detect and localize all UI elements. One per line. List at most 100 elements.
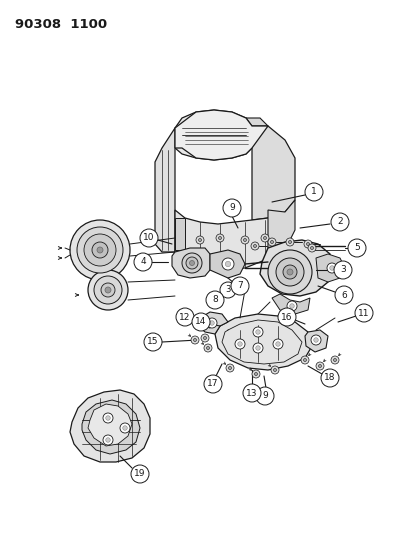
Circle shape — [182, 253, 202, 273]
Text: 13: 13 — [246, 389, 257, 398]
Circle shape — [221, 258, 233, 270]
Circle shape — [204, 344, 211, 352]
Text: 10: 10 — [143, 233, 154, 243]
Circle shape — [304, 183, 322, 201]
Circle shape — [237, 342, 242, 346]
Circle shape — [250, 242, 259, 250]
Circle shape — [219, 282, 235, 298]
Circle shape — [230, 277, 248, 295]
Polygon shape — [252, 126, 294, 220]
Circle shape — [267, 250, 311, 294]
Circle shape — [92, 242, 108, 258]
Circle shape — [277, 308, 295, 326]
Circle shape — [243, 238, 246, 241]
Circle shape — [203, 336, 206, 340]
Text: 5: 5 — [353, 244, 359, 253]
Circle shape — [176, 308, 194, 326]
Circle shape — [97, 247, 103, 253]
Circle shape — [193, 338, 196, 342]
Polygon shape — [209, 250, 244, 278]
Circle shape — [303, 359, 306, 361]
Circle shape — [122, 426, 127, 430]
Circle shape — [270, 240, 273, 244]
Text: 12: 12 — [179, 312, 190, 321]
Text: 15: 15 — [147, 337, 158, 346]
Text: 6: 6 — [340, 290, 346, 300]
Circle shape — [326, 263, 336, 273]
Polygon shape — [175, 218, 185, 250]
Circle shape — [267, 238, 275, 246]
Circle shape — [218, 237, 221, 239]
Circle shape — [300, 356, 308, 364]
Circle shape — [103, 413, 113, 423]
Circle shape — [255, 387, 273, 405]
Text: 7: 7 — [237, 281, 242, 290]
Circle shape — [198, 238, 201, 241]
Circle shape — [252, 343, 262, 353]
Text: 11: 11 — [357, 309, 369, 318]
Circle shape — [190, 336, 199, 344]
Polygon shape — [315, 254, 344, 282]
Circle shape — [282, 265, 296, 279]
Polygon shape — [154, 128, 175, 252]
Circle shape — [242, 384, 260, 402]
Circle shape — [330, 213, 348, 231]
Polygon shape — [245, 118, 267, 148]
Circle shape — [192, 313, 209, 331]
Circle shape — [333, 359, 336, 361]
Circle shape — [306, 243, 309, 246]
Circle shape — [307, 244, 315, 252]
Text: 3: 3 — [339, 265, 345, 274]
Text: 9: 9 — [228, 204, 234, 213]
Polygon shape — [267, 200, 294, 248]
Circle shape — [320, 369, 338, 387]
Circle shape — [252, 370, 259, 378]
Circle shape — [209, 321, 214, 325]
Circle shape — [255, 346, 260, 350]
Circle shape — [195, 236, 204, 244]
Circle shape — [201, 334, 209, 342]
Circle shape — [271, 366, 278, 374]
Circle shape — [206, 291, 223, 309]
Text: 14: 14 — [195, 318, 206, 327]
Circle shape — [310, 246, 313, 249]
Circle shape — [330, 356, 338, 364]
Circle shape — [303, 240, 311, 248]
Text: 19: 19 — [134, 470, 145, 479]
Text: 3: 3 — [225, 286, 230, 295]
Circle shape — [273, 368, 276, 372]
Circle shape — [272, 339, 282, 349]
Circle shape — [275, 258, 303, 286]
Circle shape — [253, 245, 256, 247]
Text: 9: 9 — [261, 392, 267, 400]
Polygon shape — [197, 312, 228, 334]
Circle shape — [185, 257, 197, 269]
Circle shape — [189, 261, 194, 265]
Circle shape — [105, 287, 111, 293]
Text: 8: 8 — [211, 295, 217, 304]
Circle shape — [77, 227, 123, 273]
Polygon shape — [70, 390, 150, 462]
Polygon shape — [259, 240, 331, 296]
Circle shape — [131, 465, 149, 483]
Text: 1: 1 — [311, 188, 316, 197]
Circle shape — [288, 240, 291, 244]
Circle shape — [252, 327, 262, 337]
Circle shape — [347, 239, 365, 257]
Circle shape — [223, 199, 240, 217]
Text: 4: 4 — [140, 257, 145, 266]
Circle shape — [140, 229, 158, 247]
Polygon shape — [175, 110, 252, 160]
Circle shape — [206, 318, 216, 328]
Polygon shape — [271, 294, 309, 314]
Circle shape — [334, 286, 352, 304]
Circle shape — [134, 253, 152, 271]
Circle shape — [105, 416, 110, 420]
Circle shape — [315, 362, 323, 370]
Circle shape — [286, 269, 292, 275]
Circle shape — [254, 373, 257, 376]
Circle shape — [235, 339, 244, 349]
Circle shape — [204, 375, 221, 393]
Circle shape — [333, 261, 351, 279]
Text: 90308  1100: 90308 1100 — [15, 18, 107, 31]
